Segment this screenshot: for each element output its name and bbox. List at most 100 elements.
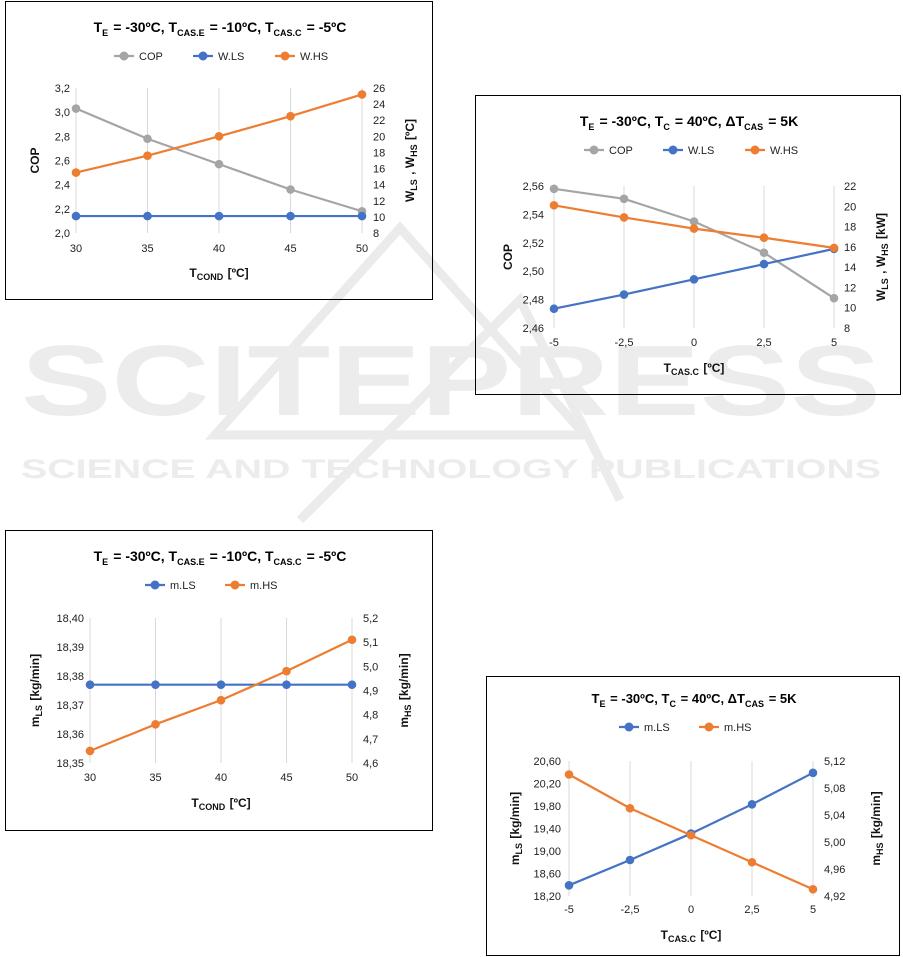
chart-cop-vs-tcond: TE = -30ºC, TCAS.E = -10ºC, TCAS.C = -5º… bbox=[5, 1, 433, 300]
legend-entry: COP bbox=[584, 145, 633, 157]
y-left-tick-label: 20,60 bbox=[533, 756, 561, 768]
data-point-COP bbox=[71, 104, 81, 113]
legend-label: m.LS bbox=[170, 580, 196, 592]
x-tick-label: -5 bbox=[564, 904, 574, 916]
data-point-COP bbox=[619, 194, 629, 204]
y-right-tick-label: 8 bbox=[844, 323, 850, 335]
y-left-tick-label: 2,6 bbox=[55, 156, 70, 168]
x-tick-label: -2,5 bbox=[621, 904, 640, 916]
y-left-tick-label: 18,37 bbox=[56, 700, 84, 712]
data-point-m.LS bbox=[216, 680, 226, 689]
y-right-tick-label: 5,08 bbox=[824, 783, 845, 795]
data-point-m.HS bbox=[151, 720, 160, 729]
data-point-W.LS bbox=[549, 304, 559, 314]
data-point-m.LS bbox=[282, 680, 291, 689]
x-tick-label: 5 bbox=[831, 337, 837, 349]
chart-2-svg: TE = -30ºC, TC = 40ºC, ΔTCAS = 5K -5 -2,5 0… bbox=[501, 113, 890, 377]
y-left-tick-label: 2,2 bbox=[55, 204, 70, 216]
legend-marker bbox=[150, 580, 160, 590]
chart-3-svg: TE = -30ºC, TCAS.E = -10ºC, TCAS.C = -5º… bbox=[28, 548, 413, 812]
data-point-COP bbox=[214, 159, 224, 169]
x-tick-label: 2,5 bbox=[756, 337, 771, 349]
legend-entry: W.HS bbox=[275, 51, 328, 63]
y-left-axis-label: COP bbox=[28, 147, 42, 173]
y-left-tick-label: 18,40 bbox=[56, 613, 84, 625]
data-point-m.LS bbox=[85, 680, 95, 689]
data-point-W.LS bbox=[759, 259, 769, 269]
y-left-tick-label: 20,20 bbox=[533, 779, 561, 791]
y-right-tick-label: 10 bbox=[373, 212, 385, 224]
legend-label: m.LS bbox=[644, 722, 670, 734]
y-left-tick-label: 2,56 bbox=[523, 181, 544, 193]
legend-entry: m.HS bbox=[699, 722, 752, 734]
data-point-W.HS bbox=[286, 111, 295, 121]
y-right-tick-label: 10 bbox=[844, 303, 856, 315]
data-point-COP bbox=[759, 248, 769, 258]
y-right-tick-label: 5,1 bbox=[363, 637, 378, 649]
x-tick-label: 35 bbox=[141, 243, 153, 255]
y-right-tick-label: 26 bbox=[373, 83, 385, 95]
chart-cop-vs-tcasc: TE = -30ºC, TC = 40ºC, ΔTCAS = 5K -5 -2,5 0… bbox=[475, 95, 901, 395]
x-tick-label: 45 bbox=[284, 243, 296, 255]
data-point-W.LS bbox=[71, 211, 81, 221]
data-point-m.LS bbox=[564, 881, 574, 890]
y-right-tick-label: 18 bbox=[844, 222, 856, 234]
y-right-tick-label: 4,7 bbox=[363, 734, 378, 746]
data-point-W.LS bbox=[689, 275, 699, 284]
data-point-m.HS bbox=[564, 770, 574, 779]
data-point-m.HS bbox=[808, 884, 818, 894]
y-right-tick-label: 4,96 bbox=[824, 864, 845, 876]
chart-title: TE = -30ºC, TC = 40ºC, ΔTCAS = 5K bbox=[591, 691, 797, 709]
legend-marker bbox=[750, 145, 760, 155]
y-right-tick-label: 8 bbox=[373, 228, 379, 240]
x-tick-label: 40 bbox=[213, 243, 225, 255]
chart-title: TE = -30ºC, TCAS.E = -10ºC, TCAS.C = -5º… bbox=[94, 19, 347, 38]
y-right-tick-label: 4,6 bbox=[363, 758, 378, 770]
data-point-m.HS bbox=[347, 635, 357, 645]
x-tick-label: -5 bbox=[549, 337, 559, 349]
legend-marker bbox=[624, 722, 634, 732]
y-left-tick-label: 18,60 bbox=[533, 869, 561, 881]
data-point-m.HS bbox=[85, 746, 95, 756]
legend-entry: m.LS bbox=[145, 580, 196, 592]
legend-label: W.HS bbox=[300, 51, 328, 63]
y-right-tick-label: 20 bbox=[373, 131, 385, 143]
y-left-tick-label: 3,2 bbox=[55, 83, 70, 95]
y-right-axis-label: mHS [kg/min] bbox=[397, 653, 413, 727]
chart-mass-flow-vs-tcond: TE = -30ºC, TCAS.E = -10ºC, TCAS.C = -5º… bbox=[5, 530, 433, 831]
x-axis-label: TCOND [ºC] bbox=[191, 796, 250, 812]
y-left-tick-label: 2,0 bbox=[55, 228, 70, 240]
y-right-tick-label: 12 bbox=[373, 196, 385, 208]
x-tick-label: 50 bbox=[356, 243, 368, 255]
y-right-tick-label: 5,00 bbox=[824, 837, 845, 849]
legend-marker bbox=[280, 51, 290, 61]
data-point-m.LS bbox=[625, 855, 635, 865]
data-point-W.HS bbox=[143, 151, 152, 160]
y-right-tick-label: 20 bbox=[844, 201, 856, 213]
data-point-m.HS bbox=[282, 666, 291, 676]
y-right-tick-label: 16 bbox=[844, 242, 856, 254]
legend-entry: W.HS bbox=[745, 145, 798, 157]
y-right-tick-label: 14 bbox=[844, 262, 856, 274]
y-left-tick-label: 18,35 bbox=[56, 758, 84, 770]
data-point-W.LS bbox=[214, 211, 224, 221]
data-point-W.LS bbox=[286, 211, 295, 221]
x-tick-label: -2,5 bbox=[615, 337, 634, 349]
legend-entry: W.LS bbox=[193, 51, 244, 63]
y-right-tick-label: 5,2 bbox=[363, 613, 378, 625]
y-right-tick-label: 5,12 bbox=[824, 756, 845, 768]
data-point-W.HS bbox=[689, 224, 699, 233]
data-point-m.LS bbox=[347, 680, 357, 689]
data-point-COP bbox=[549, 184, 559, 194]
data-point-m.HS bbox=[747, 857, 757, 867]
legend-label: COP bbox=[609, 145, 633, 157]
y-right-axis-label: WLS , WHS [kW] bbox=[874, 213, 890, 301]
y-left-tick-label: 2,52 bbox=[523, 238, 544, 250]
data-point-W.HS bbox=[214, 132, 224, 141]
y-right-tick-label: 4,9 bbox=[363, 686, 378, 698]
x-axis-label: TCAS.C [ºC] bbox=[661, 928, 722, 944]
legend-entry: W.LS bbox=[663, 145, 714, 157]
x-tick-label: 2,5 bbox=[744, 904, 759, 916]
y-left-tick-label: 19,80 bbox=[533, 801, 561, 813]
legend-marker bbox=[704, 722, 714, 732]
